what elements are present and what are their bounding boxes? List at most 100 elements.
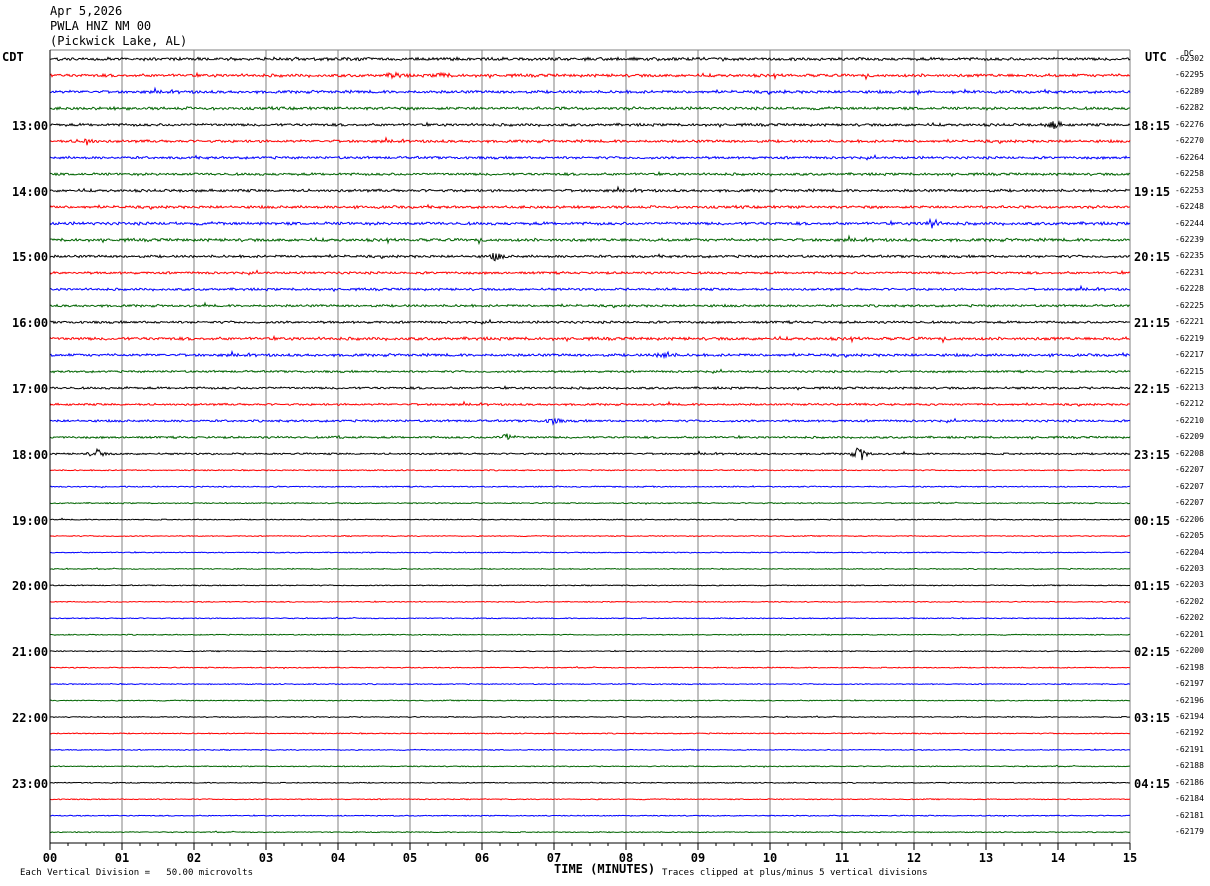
x-tick-label-13: 13 — [979, 851, 993, 865]
trace-29 — [49, 534, 1131, 538]
dc-offset-label-0: -62302 — [1175, 54, 1204, 63]
x-axis-title: TIME (MINUTES) — [554, 862, 656, 876]
right-hour-label-3: 21:15 — [1134, 316, 1171, 330]
trace-14 — [49, 284, 1131, 293]
dc-offset-label-41: -62192 — [1175, 728, 1204, 737]
dc-offset-label-11: -62239 — [1175, 235, 1204, 244]
dc-offset-label-16: -62221 — [1175, 317, 1204, 326]
dc-offset-label-6: -62264 — [1175, 153, 1204, 162]
x-tick-label-07: 07 — [547, 851, 561, 865]
left-hour-label-6: 19:00 — [12, 514, 49, 528]
trace-25 — [49, 468, 1131, 472]
left-hour-label-3: 16:00 — [12, 316, 49, 330]
trace-4 — [49, 120, 1131, 129]
trace-17 — [49, 334, 1131, 344]
dc-offset-label-27: -62207 — [1175, 498, 1204, 507]
trace-39 — [49, 699, 1131, 702]
dc-offset-label-17: -62219 — [1175, 334, 1204, 343]
dc-offset-label-37: -62198 — [1175, 663, 1204, 672]
dc-offset-label-19: -62215 — [1175, 367, 1204, 376]
dc-offset-label-42: -62191 — [1175, 745, 1204, 754]
trace-41 — [49, 732, 1131, 735]
trace-37 — [49, 666, 1131, 670]
trace-23 — [49, 433, 1131, 441]
trace-46 — [49, 814, 1131, 818]
trace-5 — [49, 136, 1131, 146]
dc-offset-label-9: -62248 — [1175, 202, 1204, 211]
left-hour-label-1: 14:00 — [12, 185, 49, 199]
dc-offset-label-31: -62203 — [1175, 564, 1204, 573]
minute-grid — [49, 49, 1131, 843]
trace-7 — [49, 170, 1131, 178]
right-hour-label-4: 22:15 — [1134, 382, 1171, 396]
x-tick-label-00: 00 — [43, 851, 57, 865]
dc-offset-label-32: -62203 — [1175, 580, 1204, 589]
x-tick-label-02: 02 — [187, 851, 201, 865]
dc-offset-label-45: -62184 — [1175, 794, 1204, 803]
x-tick-label-03: 03 — [259, 851, 273, 865]
trace-42 — [49, 748, 1131, 752]
x-tick-label-08: 08 — [619, 851, 633, 865]
dc-offset-label-28: -62206 — [1175, 515, 1204, 524]
dc-offset-label-5: -62270 — [1175, 136, 1204, 145]
right-hour-label-0: 18:15 — [1134, 119, 1171, 133]
dc-offset-label-8: -62253 — [1175, 186, 1204, 195]
right-hour-label-8: 02:15 — [1134, 645, 1171, 659]
left-timezone-label: CDT — [2, 50, 24, 64]
dc-offset-label-25: -62207 — [1175, 465, 1204, 474]
dc-offset-label-4: -62276 — [1175, 120, 1204, 129]
right-hour-label-5: 23:15 — [1134, 448, 1171, 462]
dc-offset-label-18: -62217 — [1175, 350, 1204, 359]
dc-offset-label-12: -62235 — [1175, 251, 1204, 260]
dc-offset-label-40: -62194 — [1175, 712, 1204, 721]
header-date: Apr 5,2026 — [50, 4, 123, 18]
right-timezone-label: UTC — [1145, 50, 1167, 64]
right-hour-label-1: 19:15 — [1134, 185, 1171, 199]
trace-20 — [49, 385, 1131, 391]
dc-offset-label-2: -62289 — [1175, 87, 1204, 96]
left-hour-label-0: 13:00 — [12, 119, 49, 133]
trace-43 — [49, 764, 1131, 769]
x-axis: 00 01 02 03 04 05 06 07 08 09 10 11 12 13 14 15 — [43, 50, 1137, 865]
trace-8 — [49, 185, 1131, 194]
trace-28 — [49, 517, 1131, 521]
trace-31 — [49, 567, 1131, 571]
dc-offset-label-10: -62244 — [1175, 219, 1204, 228]
trace-2 — [49, 86, 1131, 96]
trace-6 — [49, 153, 1131, 161]
seismic-traces — [49, 56, 1131, 834]
left-hour-label-4: 17:00 — [12, 382, 49, 396]
dc-offset-label-33: -62202 — [1175, 597, 1204, 606]
left-hour-label-7: 20:00 — [12, 579, 49, 593]
dc-offset-label-24: -62208 — [1175, 449, 1204, 458]
dc-offset-label-47: -62179 — [1175, 827, 1204, 836]
trace-35 — [49, 633, 1131, 636]
trace-3 — [49, 105, 1130, 111]
dc-offset-label-29: -62205 — [1175, 531, 1204, 540]
trace-10 — [49, 217, 1131, 229]
dc-offset-label-38: -62197 — [1175, 679, 1204, 688]
dc-offset-label-14: -62228 — [1175, 284, 1204, 293]
scale-note: Each Vertical Division = 50.00 microvolt… — [20, 868, 253, 878]
dc-offset-header: DC — [1184, 49, 1194, 58]
dc-offset-label-7: -62258 — [1175, 169, 1204, 178]
dc-offset-label-3: -62282 — [1175, 103, 1204, 112]
trace-13 — [49, 269, 1131, 276]
dc-offset-label-26: -62207 — [1175, 482, 1204, 491]
x-tick-label-01: 01 — [115, 851, 129, 865]
left-hour-label-10: 23:00 — [12, 777, 49, 791]
x-tick-label-15: 15 — [1123, 851, 1137, 865]
right-hour-label-2: 20:15 — [1134, 250, 1171, 264]
dc-offset-label-1: -62295 — [1175, 70, 1204, 79]
trace-18 — [49, 349, 1131, 360]
x-tick-label-12: 12 — [907, 851, 921, 865]
x-tick-label-10: 10 — [763, 851, 777, 865]
left-hour-label-9: 22:00 — [12, 711, 49, 725]
trace-15 — [49, 301, 1131, 309]
left-hour-label-5: 18:00 — [12, 448, 49, 462]
left-hour-label-2: 15:00 — [12, 250, 49, 264]
dc-offset-label-23: -62209 — [1175, 432, 1204, 441]
trace-19 — [49, 368, 1131, 375]
trace-33 — [49, 600, 1131, 604]
